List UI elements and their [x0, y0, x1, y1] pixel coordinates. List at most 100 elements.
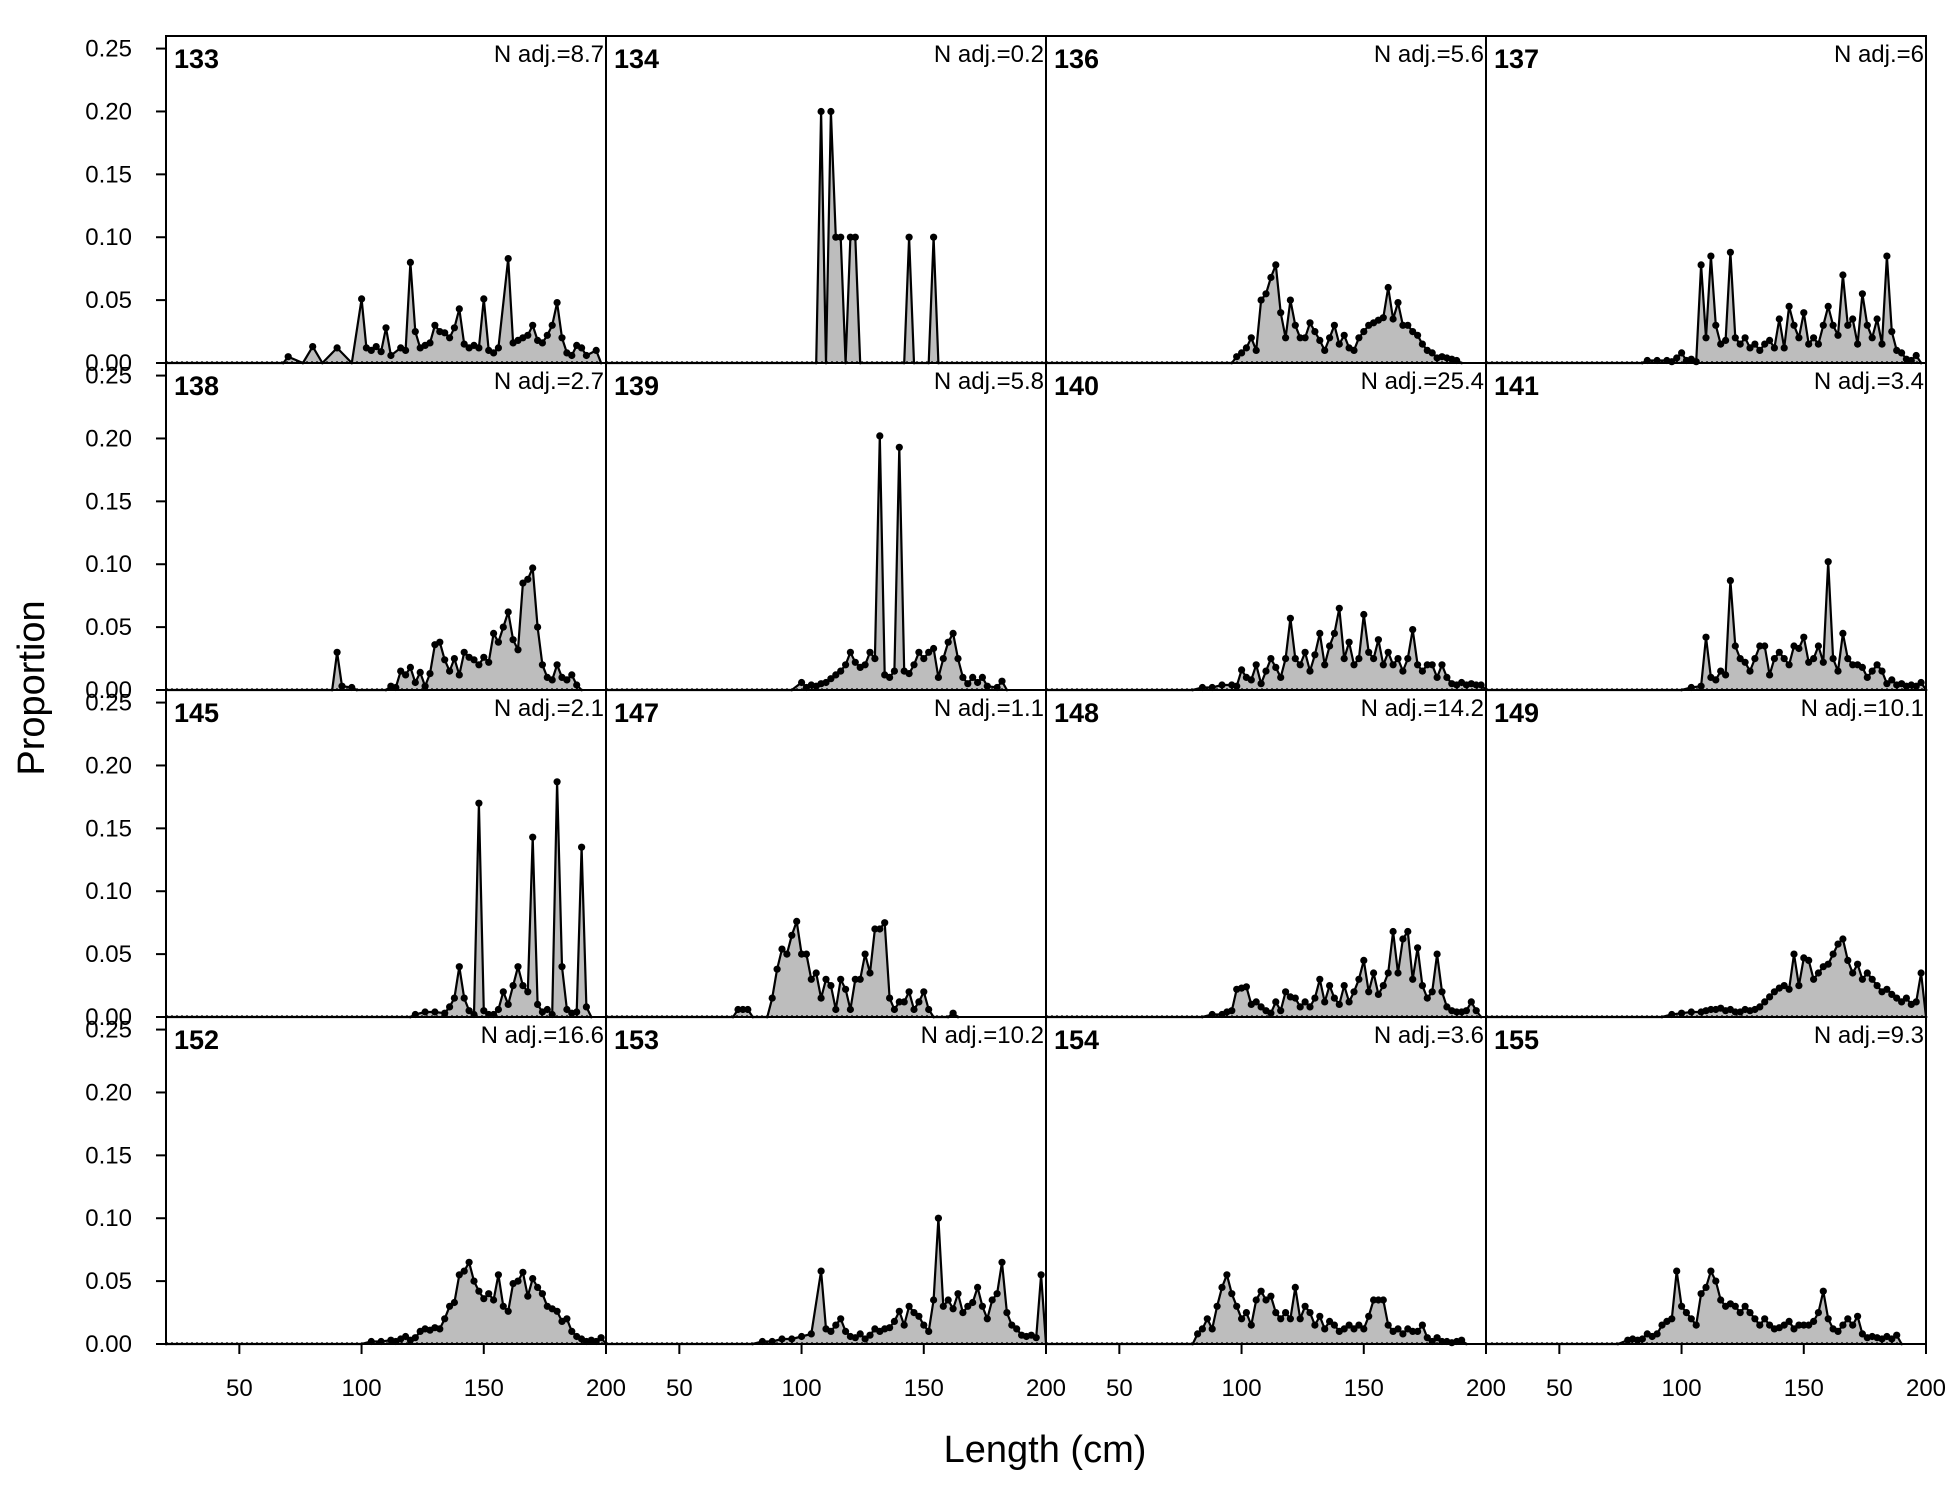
data-point: [1702, 633, 1710, 641]
data-point: [1805, 956, 1813, 965]
data-point: [1697, 682, 1705, 690]
data-point: [827, 1327, 835, 1335]
panel-id-label: 140: [1054, 371, 1099, 401]
data-point: [1780, 344, 1788, 352]
data-point: [431, 321, 439, 329]
data-point: [1262, 667, 1270, 675]
data-point: [1702, 334, 1710, 342]
data-point: [1384, 648, 1392, 656]
data-point: [568, 1327, 576, 1335]
data-point: [954, 1290, 962, 1298]
panel-id-label: 155: [1494, 1025, 1539, 1055]
data-point: [494, 1005, 502, 1014]
data-point: [582, 351, 591, 360]
data-point: [1839, 629, 1847, 638]
data-point: [846, 1005, 855, 1014]
data-point: [1399, 667, 1407, 675]
data-point: [534, 1000, 542, 1009]
data-point: [1282, 1309, 1290, 1317]
panel-148: 148 N adj.=14.2: [1044, 689, 1487, 1019]
x-tick-label: 200: [586, 1375, 626, 1402]
x-tick-label: 200: [1026, 1375, 1066, 1402]
data-point: [480, 1007, 488, 1015]
panel-frame: [1485, 689, 1927, 1018]
data-point: [538, 339, 547, 347]
data-point: [529, 564, 537, 572]
data-point: [553, 661, 561, 669]
panel-134: 134 N adj.=0.2: [604, 35, 1048, 365]
data-point: [1756, 1321, 1764, 1329]
data-point: [817, 1267, 825, 1275]
data-point: [1296, 661, 1304, 669]
data-point: [1824, 558, 1832, 566]
data-point: [519, 579, 527, 587]
data-point: [895, 1307, 903, 1315]
data-point: [441, 1315, 449, 1323]
data-point: [1242, 1309, 1250, 1317]
data-point: [998, 677, 1006, 685]
data-point: [832, 671, 840, 679]
data-point: [524, 331, 532, 339]
y-tick-label: 0.15: [85, 488, 132, 515]
data-point: [842, 985, 850, 993]
data-point: [1306, 319, 1314, 327]
data-point: [886, 1324, 894, 1332]
data-point: [455, 671, 463, 679]
data-point: [1409, 328, 1417, 336]
x-axis-title: Length (cm): [944, 1429, 1147, 1471]
data-point: [568, 351, 576, 360]
data-point: [1917, 969, 1925, 977]
data-point: [851, 1334, 859, 1342]
series-line-134: [606, 110, 1046, 365]
data-point: [910, 1309, 918, 1317]
data-point: [1707, 1267, 1715, 1275]
data-point: [490, 349, 498, 357]
data-point: [1810, 334, 1818, 342]
data-point: [1858, 290, 1866, 298]
x-tick-label: 200: [1466, 1375, 1506, 1402]
data-point: [1467, 998, 1475, 1006]
y-tick-label: 0.00: [85, 1004, 132, 1031]
data-point: [573, 1008, 581, 1016]
data-point: [1428, 661, 1436, 669]
panel-id-label: 152: [174, 1025, 219, 1055]
data-point: [1658, 1321, 1666, 1329]
data-point: [1414, 331, 1422, 339]
data-point: [1814, 642, 1822, 650]
data-point: [504, 608, 512, 616]
data-point: [426, 339, 434, 347]
data-point: [1770, 344, 1778, 352]
data-point: [470, 1277, 478, 1285]
data-point: [1247, 334, 1255, 342]
data-point: [1814, 969, 1822, 977]
data-point: [1810, 655, 1818, 663]
data-point: [1272, 998, 1280, 1006]
y-tick-label: 0.15: [85, 161, 132, 188]
data-point: [421, 682, 429, 690]
data-point: [592, 346, 600, 354]
data-point: [807, 1330, 815, 1338]
data-point: [1335, 1000, 1343, 1009]
data-point: [744, 1005, 752, 1014]
data-point: [866, 969, 874, 977]
data-point: [1824, 302, 1832, 310]
data-point: [1418, 982, 1426, 990]
data-point: [1746, 667, 1754, 675]
data-point: [1257, 1287, 1265, 1295]
data-point: [1198, 1325, 1206, 1333]
n-adj-label: N adj.=6: [1834, 41, 1924, 68]
data-point: [411, 678, 419, 687]
data-point: [1335, 340, 1343, 348]
n-adj-label: N adj.=0.2: [934, 41, 1044, 68]
data-point: [524, 1292, 532, 1300]
y-axis-title: Proportion: [11, 600, 53, 775]
data-point: [978, 1302, 987, 1310]
panel-frame: [605, 362, 1047, 691]
y-tick-label: 0.25: [85, 36, 132, 63]
data-point: [1282, 655, 1290, 663]
data-point: [436, 638, 444, 646]
panel-140: 140 N adj.=25.4: [1044, 362, 1488, 692]
data-point: [1340, 1325, 1348, 1333]
data-point: [939, 1302, 947, 1310]
data-point: [1824, 1315, 1832, 1323]
